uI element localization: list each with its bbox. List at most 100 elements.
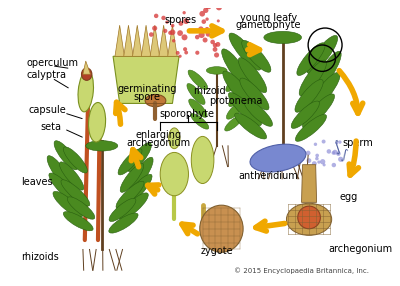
Circle shape <box>198 32 205 38</box>
Ellipse shape <box>187 84 205 104</box>
Ellipse shape <box>86 141 118 151</box>
Ellipse shape <box>226 101 245 119</box>
Text: archegonium: archegonium <box>328 245 392 255</box>
Ellipse shape <box>145 94 166 107</box>
Circle shape <box>161 16 166 20</box>
Ellipse shape <box>302 94 334 128</box>
Circle shape <box>168 31 172 35</box>
Circle shape <box>182 34 188 40</box>
Ellipse shape <box>226 72 245 92</box>
Text: antheridium: antheridium <box>239 171 298 181</box>
Circle shape <box>315 154 319 157</box>
Ellipse shape <box>63 212 93 231</box>
Circle shape <box>336 151 341 156</box>
Ellipse shape <box>63 147 87 173</box>
Ellipse shape <box>242 40 271 72</box>
Circle shape <box>200 3 204 8</box>
Ellipse shape <box>295 114 326 141</box>
Polygon shape <box>150 25 160 56</box>
Circle shape <box>210 40 215 44</box>
Circle shape <box>332 151 335 155</box>
Circle shape <box>327 149 331 154</box>
Ellipse shape <box>189 99 207 117</box>
Circle shape <box>338 157 343 162</box>
Text: operculum: operculum <box>26 58 78 68</box>
Ellipse shape <box>250 144 306 172</box>
Text: capsule: capsule <box>28 105 66 115</box>
Circle shape <box>320 159 325 164</box>
Circle shape <box>172 39 176 42</box>
Text: ∫: ∫ <box>339 148 348 162</box>
Ellipse shape <box>299 60 326 96</box>
Circle shape <box>183 18 189 24</box>
Circle shape <box>202 19 206 24</box>
Ellipse shape <box>78 71 94 112</box>
Circle shape <box>205 17 209 21</box>
Circle shape <box>216 42 220 47</box>
Text: archegonium: archegonium <box>126 138 190 148</box>
Ellipse shape <box>120 163 144 192</box>
Text: enlarging: enlarging <box>135 130 181 140</box>
Text: spore: spore <box>134 92 160 102</box>
Ellipse shape <box>109 198 136 221</box>
Circle shape <box>203 8 208 13</box>
Ellipse shape <box>88 102 106 142</box>
Circle shape <box>322 140 326 144</box>
Circle shape <box>213 47 218 52</box>
Polygon shape <box>124 25 133 56</box>
Text: rhizoid: rhizoid <box>193 86 226 96</box>
Circle shape <box>322 163 326 166</box>
Text: sperm: sperm <box>342 138 373 148</box>
Ellipse shape <box>244 99 272 126</box>
Circle shape <box>208 6 211 9</box>
Circle shape <box>332 150 338 155</box>
Ellipse shape <box>191 136 214 184</box>
Ellipse shape <box>235 113 267 139</box>
Text: spores: spores <box>165 15 197 25</box>
Ellipse shape <box>53 191 83 217</box>
Ellipse shape <box>119 193 148 219</box>
Polygon shape <box>302 165 317 202</box>
Circle shape <box>195 51 200 55</box>
Ellipse shape <box>286 203 332 235</box>
Ellipse shape <box>291 101 320 128</box>
Ellipse shape <box>47 156 72 189</box>
Circle shape <box>315 157 319 160</box>
Ellipse shape <box>160 152 188 196</box>
Ellipse shape <box>311 51 341 95</box>
Circle shape <box>198 26 204 32</box>
Text: zygote: zygote <box>200 246 233 256</box>
Polygon shape <box>113 56 179 104</box>
Ellipse shape <box>191 114 209 129</box>
Text: rhizoids: rhizoids <box>21 252 58 262</box>
Ellipse shape <box>307 35 338 74</box>
Text: protonema: protonema <box>209 96 262 106</box>
Circle shape <box>182 11 186 14</box>
Circle shape <box>178 21 183 26</box>
Ellipse shape <box>238 58 267 93</box>
Text: egg: egg <box>339 192 358 202</box>
Ellipse shape <box>295 80 323 112</box>
Circle shape <box>317 160 320 164</box>
Ellipse shape <box>297 43 325 76</box>
Circle shape <box>314 143 317 146</box>
Ellipse shape <box>60 162 84 190</box>
Text: germinating: germinating <box>117 84 177 94</box>
Polygon shape <box>141 25 151 56</box>
Ellipse shape <box>206 67 227 74</box>
Circle shape <box>332 163 336 167</box>
Polygon shape <box>132 25 142 56</box>
Circle shape <box>152 26 157 31</box>
Circle shape <box>149 32 154 37</box>
Circle shape <box>163 29 167 33</box>
Ellipse shape <box>188 70 208 90</box>
Circle shape <box>205 27 209 31</box>
Circle shape <box>202 37 208 43</box>
Text: © 2015 Encyclopaedia Britannica, Inc.: © 2015 Encyclopaedia Britannica, Inc. <box>234 267 369 274</box>
Ellipse shape <box>49 173 79 203</box>
Ellipse shape <box>308 72 340 112</box>
Text: gametophyte: gametophyte <box>236 20 301 30</box>
Circle shape <box>178 55 182 58</box>
Ellipse shape <box>200 205 243 252</box>
Circle shape <box>184 51 188 55</box>
